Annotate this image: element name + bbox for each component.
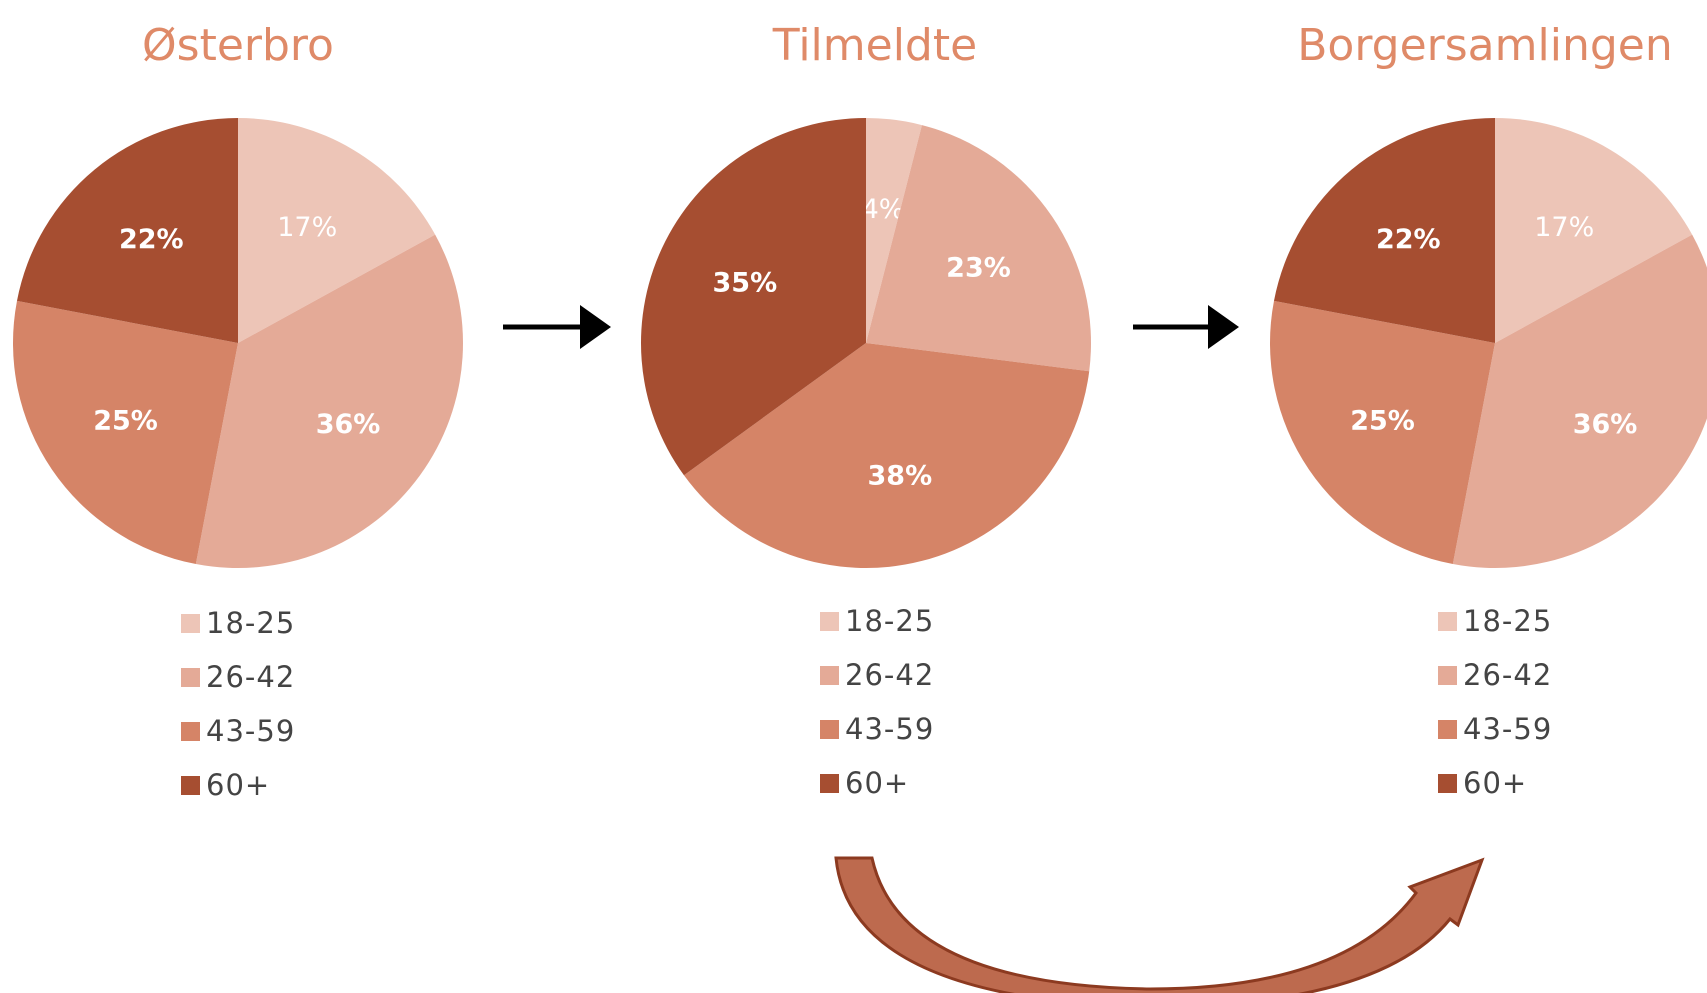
legend-label: 26-42 bbox=[206, 660, 296, 694]
legend-item: 26-42 bbox=[820, 648, 934, 702]
pie-data-label: 35% bbox=[713, 267, 778, 298]
legend-label: 26-42 bbox=[845, 658, 935, 692]
legend-label: 43-59 bbox=[1463, 712, 1553, 746]
pie-data-label: 4% bbox=[862, 194, 905, 225]
pie-slice-26-42 bbox=[195, 234, 463, 569]
pie-data-label: 22% bbox=[119, 224, 184, 255]
pie-data-label: 25% bbox=[93, 405, 158, 436]
legend-swatch bbox=[181, 613, 200, 633]
chart-title-borgersamlingen: Borgersamlingen bbox=[1297, 20, 1673, 71]
pie-slice-60+ bbox=[641, 118, 866, 476]
legend-swatch bbox=[181, 775, 200, 795]
chart-title-osterbro: Østerbro bbox=[142, 20, 334, 71]
pie-slice-26-42 bbox=[866, 125, 1091, 372]
pie-data-label: 17% bbox=[1534, 212, 1594, 243]
legend-swatch bbox=[181, 667, 200, 687]
pie-data-label: 36% bbox=[316, 409, 381, 440]
pie-slice-43-59 bbox=[12, 300, 238, 565]
legend-label: 18-25 bbox=[1463, 604, 1553, 638]
chart-title-tilmeldte: Tilmeldte bbox=[772, 20, 978, 71]
legend-item: 43-59 bbox=[820, 702, 934, 756]
pie-data-label: 23% bbox=[946, 253, 1011, 284]
legend-osterbro: 18-25 26-42 43-59 60+ bbox=[181, 596, 295, 812]
legend-tilmeldte: 18-25 26-42 43-59 60+ bbox=[820, 594, 934, 810]
pie-data-label: 22% bbox=[1376, 224, 1441, 255]
legend-swatch bbox=[1438, 665, 1457, 685]
legend-item: 26-42 bbox=[1438, 648, 1552, 702]
legend-item: 26-42 bbox=[181, 650, 295, 704]
legend-item: 18-25 bbox=[181, 596, 295, 650]
legend-swatch bbox=[1438, 611, 1457, 631]
pie-slice-43-59 bbox=[1270, 300, 1495, 565]
legend-swatch bbox=[820, 773, 839, 793]
legend-label: 18-25 bbox=[845, 604, 935, 638]
legend-label: 60+ bbox=[206, 768, 271, 802]
legend-item: 18-25 bbox=[1438, 594, 1552, 648]
pie-slice-18-25 bbox=[866, 118, 922, 343]
legend-label: 18-25 bbox=[206, 606, 296, 640]
legend-label: 60+ bbox=[1463, 766, 1528, 800]
pie-slice-43-59 bbox=[683, 343, 1090, 569]
legend-swatch bbox=[820, 665, 839, 685]
pie-slice-26-42 bbox=[1452, 234, 1707, 568]
legend-item: 60+ bbox=[820, 756, 934, 810]
arrow-right-icon bbox=[503, 305, 611, 349]
legend-item: 60+ bbox=[181, 758, 295, 812]
legend-label: 60+ bbox=[845, 766, 910, 800]
legend-swatch bbox=[1438, 773, 1457, 793]
pie-data-label: 17% bbox=[277, 212, 337, 243]
legend-label: 43-59 bbox=[845, 712, 935, 746]
legend-label: 26-42 bbox=[1463, 658, 1553, 692]
legend-item: 43-59 bbox=[1438, 702, 1552, 756]
pie-slice-60+ bbox=[1273, 118, 1495, 343]
arrow-right-icon bbox=[1133, 305, 1239, 349]
pie-data-label: 36% bbox=[1573, 409, 1638, 440]
pie-slice-18-25 bbox=[1495, 118, 1693, 343]
pie-data-label: 38% bbox=[868, 461, 933, 492]
legend-borgersamlingen: 18-25 26-42 43-59 60+ bbox=[1438, 594, 1552, 810]
legend-item: 60+ bbox=[1438, 756, 1552, 810]
legend-swatch bbox=[820, 719, 839, 739]
pie-data-label: 25% bbox=[1350, 405, 1415, 436]
legend-item: 43-59 bbox=[181, 704, 295, 758]
pie-slice-60+ bbox=[16, 118, 239, 343]
legend-item: 18-25 bbox=[820, 594, 934, 648]
curved-arrow-icon bbox=[834, 856, 1485, 993]
legend-swatch bbox=[1438, 719, 1457, 739]
legend-swatch bbox=[820, 611, 839, 631]
legend-label: 43-59 bbox=[206, 714, 296, 748]
pie-slice-18-25 bbox=[238, 118, 436, 343]
legend-swatch bbox=[181, 721, 200, 741]
